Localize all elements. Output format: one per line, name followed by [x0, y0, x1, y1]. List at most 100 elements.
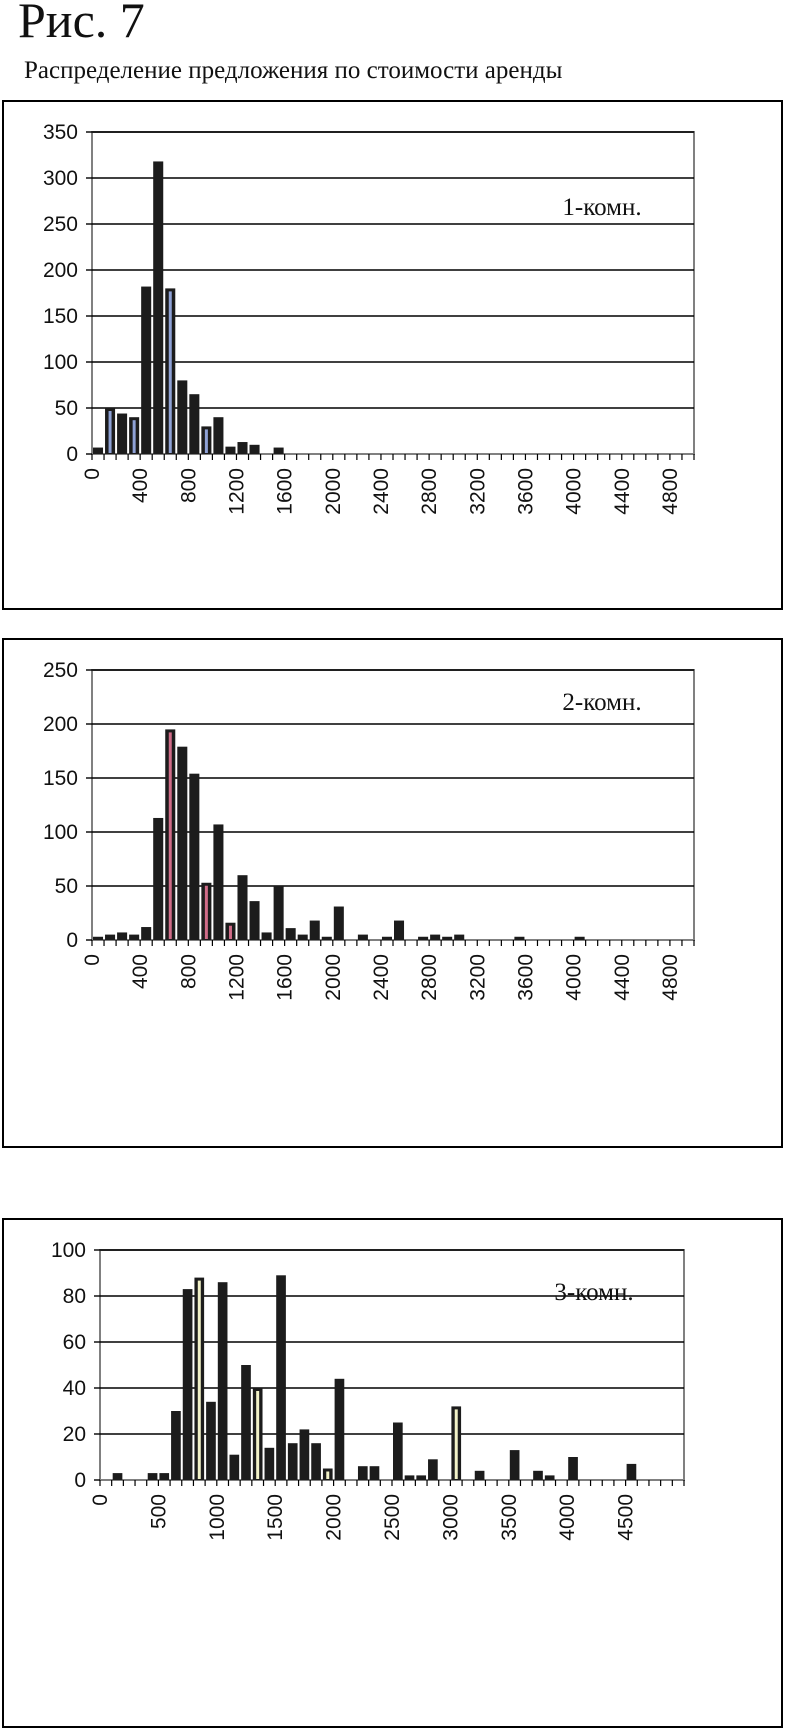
bar [237, 442, 248, 454]
bar [117, 413, 128, 454]
bar-highlight [228, 925, 232, 939]
y-tick-label: 300 [43, 167, 78, 190]
bar [357, 934, 368, 940]
chart-frame-2-room: 0 50 100 150 200 250 0 400 800 1200 1600 2000 2400 28… [2, 638, 783, 1148]
bar [129, 934, 140, 940]
bar-highlight [108, 411, 112, 453]
bar [299, 1429, 310, 1480]
x-tick-label: 2000 [323, 1494, 346, 1541]
bar [229, 1454, 240, 1480]
bar [273, 886, 284, 940]
y-tick-label: 40 [63, 1377, 86, 1400]
bar [276, 1275, 286, 1480]
x-tick-label: 2800 [418, 954, 441, 1001]
chart-frame-3-room: 0 20 40 60 80 100 0 500 1000 1500 2000 2500 3000 3500… [2, 1218, 783, 1728]
bar [381, 936, 392, 940]
bar [225, 446, 236, 454]
bar [141, 927, 152, 940]
bar [311, 1443, 321, 1480]
bar [105, 934, 116, 940]
bar [171, 1411, 181, 1480]
bar [430, 934, 441, 940]
x-tick-label: 400 [129, 468, 152, 503]
bar [217, 1282, 228, 1480]
bar [568, 1457, 578, 1480]
x-tick-label: 0 [81, 468, 104, 480]
bar [442, 936, 453, 940]
bar [333, 906, 344, 940]
x-tick-label: 500 [147, 1494, 170, 1529]
bar [418, 936, 429, 940]
bar [357, 1466, 368, 1480]
x-tick-label: 3600 [514, 954, 537, 1001]
x-tick-label: 1500 [264, 1494, 287, 1541]
bar [454, 934, 465, 940]
x-tick-label: 4800 [659, 468, 682, 515]
bar [249, 444, 260, 454]
chart-frame-1-room: 0 50 100 150 200 250 300 350 0 400 800 1200 1600 2000… [2, 100, 783, 610]
bar [334, 1378, 345, 1480]
bar [509, 1450, 520, 1480]
bar [93, 447, 104, 454]
figure-title: Распределение предложения по стоимости а… [24, 57, 563, 84]
x-tick-label: 2000 [322, 954, 345, 1001]
bar [321, 936, 332, 940]
y-tick-label: 200 [43, 259, 78, 282]
y-tick-label: 0 [66, 929, 78, 952]
y-tick-label: 200 [43, 713, 78, 736]
bar-highlight [256, 1391, 260, 1479]
x-tick-label: 2800 [418, 468, 441, 515]
y-tick-label: 80 [63, 1285, 86, 1308]
bar [285, 928, 296, 940]
y-tick-label: 250 [43, 213, 78, 236]
bar [153, 817, 164, 940]
x-tick-label: 0 [89, 1494, 112, 1506]
bar [574, 936, 585, 940]
series-label: 3-комн. [554, 1279, 633, 1306]
y-tick-label: 150 [43, 305, 78, 328]
bar [117, 932, 128, 940]
x-tick-label: 4400 [611, 954, 634, 1001]
bar [159, 1473, 170, 1480]
y-tick-label: 100 [43, 821, 78, 844]
x-tick-label: 4000 [563, 954, 586, 1001]
bar [141, 286, 152, 454]
bar [147, 1473, 158, 1480]
x-tick-label: 1200 [225, 954, 248, 1001]
x-tick-label: 3200 [466, 954, 489, 1001]
bar [428, 1459, 438, 1480]
x-tick-label: 1000 [206, 1494, 229, 1541]
bar [264, 1447, 275, 1480]
x-tick-label: 2000 [322, 468, 345, 515]
bar [261, 932, 272, 940]
bar [474, 1470, 485, 1480]
bar [626, 1463, 637, 1480]
series-label: 2-комн. [562, 689, 641, 716]
figure-label: Рис. 7 [18, 0, 145, 48]
x-tick-label: 3000 [439, 1494, 462, 1541]
bar [416, 1475, 427, 1480]
bar-highlight [132, 420, 136, 453]
x-tick-label: 4800 [659, 954, 682, 1001]
bar [249, 901, 260, 940]
bar [177, 746, 188, 940]
y-tick-label: 60 [63, 1331, 86, 1354]
bar-highlight [168, 291, 172, 453]
y-tick-label: 100 [51, 1239, 86, 1262]
x-tick-label: 1200 [225, 468, 248, 515]
x-tick-label: 3200 [466, 468, 489, 515]
x-tick-label: 2500 [381, 1494, 404, 1541]
bar [544, 1475, 555, 1480]
bar-highlight [204, 429, 208, 453]
y-tick-label: 50 [55, 875, 78, 898]
bar [404, 1475, 415, 1480]
bar [182, 1289, 193, 1480]
bar [112, 1473, 123, 1480]
bar-highlight [204, 885, 208, 939]
bar [394, 920, 405, 940]
x-tick-label: 2400 [370, 954, 393, 1001]
bar [189, 773, 200, 940]
x-tick-label: 4400 [611, 468, 634, 515]
x-tick-label: 800 [177, 954, 200, 989]
